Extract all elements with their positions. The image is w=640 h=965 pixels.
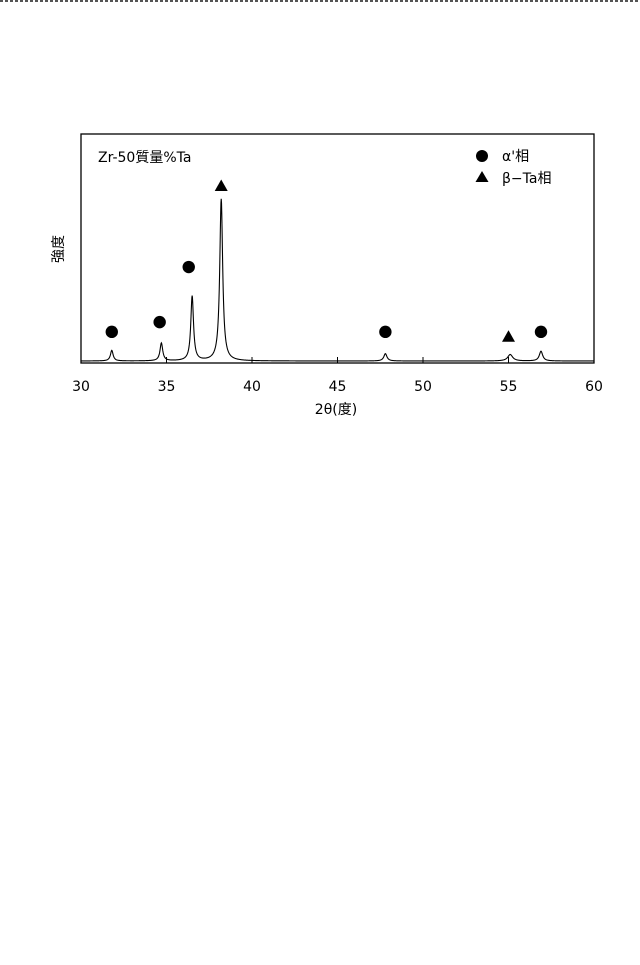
x-tick-label-50: 50: [414, 379, 432, 395]
plot-frame: [81, 134, 594, 363]
phase-markers: [106, 180, 548, 342]
x-tick-label-55: 55: [500, 379, 518, 395]
y-axis-label: 強度: [51, 235, 67, 263]
x-axis-label: 2θ(度): [315, 402, 357, 418]
x-tick-label-45: 45: [329, 379, 347, 395]
legend-label-alpha: α'相: [502, 149, 529, 165]
phase-marker-circle-2: [183, 261, 195, 273]
phase-marker-circle-1: [153, 316, 165, 328]
x-tick-label-30: 30: [72, 379, 90, 395]
x-tick-label-35: 35: [158, 379, 176, 395]
legend: α'相 β−Ta相: [476, 149, 552, 187]
phase-marker-circle-4: [379, 326, 391, 338]
x-axis-tick-labels: 30 35 40 45 50 55 60: [72, 379, 603, 395]
chart-title: Zr-50質量%Ta: [98, 150, 191, 166]
x-tick-label-60: 60: [585, 379, 603, 395]
phase-marker-triangle-3: [215, 180, 228, 192]
phase-marker-circle-0: [106, 326, 118, 338]
phase-marker-triangle-5: [502, 330, 515, 342]
series-line: [81, 199, 594, 361]
legend-triangle-marker: [476, 171, 489, 182]
legend-label-beta: β−Ta相: [502, 171, 551, 187]
x-tick-label-40: 40: [243, 379, 261, 395]
phase-marker-circle-6: [535, 326, 547, 338]
legend-circle-marker: [476, 150, 488, 162]
